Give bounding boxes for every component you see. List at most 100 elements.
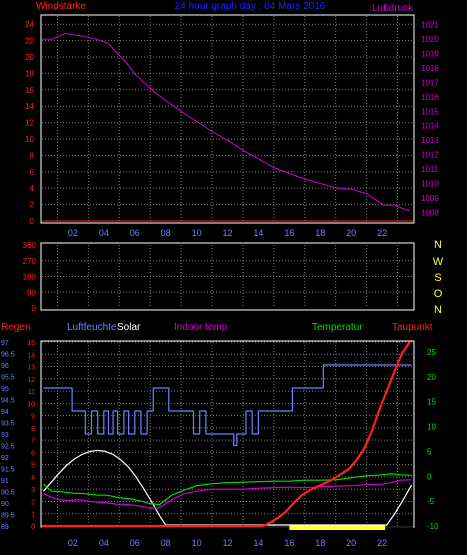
hour-tick-bottom-02: 02 [68,538,78,548]
humidity-tick-96.5: 96.5 [1,352,15,359]
direction-degree-ticks: 0 90 180 270 360 [23,241,37,313]
hour-tick-top-02: 02 [68,228,78,238]
humidity-tick-92: 92 [1,455,9,462]
hour-tick-top-10: 10 [192,228,202,238]
legend-solar: Solar [117,322,141,333]
pressure-tick-1012: 1012 [421,151,439,160]
pressure-tick-1010: 1010 [421,179,439,188]
humidity-tick-93: 93 [1,432,9,439]
hour-tick-bottom-10: 10 [192,538,202,548]
direction-label-o: O [434,288,443,300]
humidity-tick-95.5: 95.5 [1,375,15,382]
hour-tick-top-04: 04 [99,228,109,238]
wind-pressure-hour-ticks: 02 04 06 08 10 12 14 16 18 20 22 [68,228,387,238]
humidity-tick-90.5: 90.5 [1,490,15,497]
hour-tick-top-20: 20 [346,228,356,238]
hour-tick-top-12: 12 [222,228,232,238]
hour-tick-top-06: 06 [130,228,140,238]
rain-tick-5: 5 [31,463,35,470]
wind-tick-10: 10 [25,135,34,144]
humidity-tick-89: 89 [1,524,9,531]
pressure-tick-1017: 1017 [421,78,439,87]
pressure-tick-1014: 1014 [421,122,439,131]
humidity-tick-93.5: 93.5 [1,421,15,428]
chart-title: 24 hour graph day : 04 Mars 2016 [175,1,326,12]
rain-tick-14: 14 [27,352,35,359]
temperature-line [43,473,412,506]
temperature-tick-20: 20 [427,373,436,382]
indoor-temp-line [43,479,412,509]
temperature-tick-5: 5 [427,447,432,456]
pressure-tick-1008: 1008 [421,208,439,217]
direction-label-n: N [434,239,442,251]
humidity-tick-91: 91 [1,478,9,485]
rain-tick-2: 2 [31,499,35,506]
hour-tick-bottom-22: 22 [377,538,387,548]
hour-tick-bottom-04: 04 [99,538,109,548]
humidity-line [43,364,412,447]
temperature-tick--5: -5 [427,497,435,506]
rain-tick-8: 8 [31,426,35,433]
rain-tick-15: 15 [27,340,35,347]
wind-tick-14: 14 [25,102,34,111]
wind-pressure-frame [40,14,415,224]
legend-luftfeuchte: Luftfeuchte [67,322,117,333]
direction-tick-90: 90 [27,288,36,297]
wind-tick-24: 24 [25,20,34,29]
wind-direction-grid [42,245,413,308]
wind-tick-12: 12 [25,119,34,128]
humidity-axis-ticks: 89 89.5 90 90.5 91 91.5 92 92.5 93 93.5 94 94.5 95 95… [1,340,15,531]
hour-tick-bottom-20: 20 [346,538,356,548]
humidity-tick-90: 90 [1,501,9,508]
pressure-tick-1020: 1020 [421,35,439,44]
hour-tick-bottom-08: 08 [161,538,171,548]
direction-tick-270: 270 [23,257,37,266]
hour-tick-top-14: 14 [253,228,263,238]
wind-tick-16: 16 [25,86,34,95]
legend-regen: Regen [1,322,30,333]
hour-tick-bottom-14: 14 [253,538,263,548]
hour-tick-bottom-16: 16 [284,538,294,548]
hour-tick-top-22: 22 [377,228,387,238]
legend-temperatur: Temperatur [312,322,363,333]
rain-tick-0: 0 [31,524,35,531]
pressure-axis-ticks: 1008 1009 1010 1011 1012 1013 1014 1015 1016 1017… [421,21,439,218]
direction-label-n: N [434,304,442,316]
wind-tick-6: 6 [30,168,35,177]
hour-tick-bottom-18: 18 [315,538,325,548]
direction-label-s: S [434,272,441,284]
hour-tick-top-08: 08 [161,228,171,238]
humidity-tick-89.5: 89.5 [1,513,15,520]
legend-taupunkt: Taupunkt [392,322,433,333]
wind-pressure-grid [42,16,413,221]
rain-tick-10: 10 [27,401,35,408]
humidity-tick-91.5: 91.5 [1,467,15,474]
rain-line [42,341,411,528]
rain-tick-1: 1 [31,512,35,519]
rain-tick-6: 6 [31,450,35,457]
wind-direction-frame [40,242,415,311]
temperature-tick-0: 0 [427,472,432,481]
humidity-tick-95: 95 [1,386,9,393]
rain-humidity-temperature-panel: 8989.59090.59191.59292.59393.59494.59595… [1,322,439,548]
wind-tick-22: 22 [25,37,34,46]
wind-tick-18: 18 [25,69,34,78]
rain-tick-9: 9 [31,414,35,421]
rain-tick-3: 3 [31,487,35,494]
climate-hour-ticks: 02 04 06 08 10 12 14 16 18 20 22 [68,538,387,548]
rain-tick-11: 11 [28,389,35,396]
direction-tick-360: 360 [23,241,37,250]
humidity-tick-97: 97 [1,340,9,347]
direction-tick-180: 180 [23,273,37,282]
pressure-tick-1019: 1019 [421,50,439,59]
pressure-axis-label: Luftdruck [372,3,414,14]
rain-tick-4: 4 [31,475,35,482]
hour-tick-top-16: 16 [284,228,294,238]
solar-line [43,449,413,526]
